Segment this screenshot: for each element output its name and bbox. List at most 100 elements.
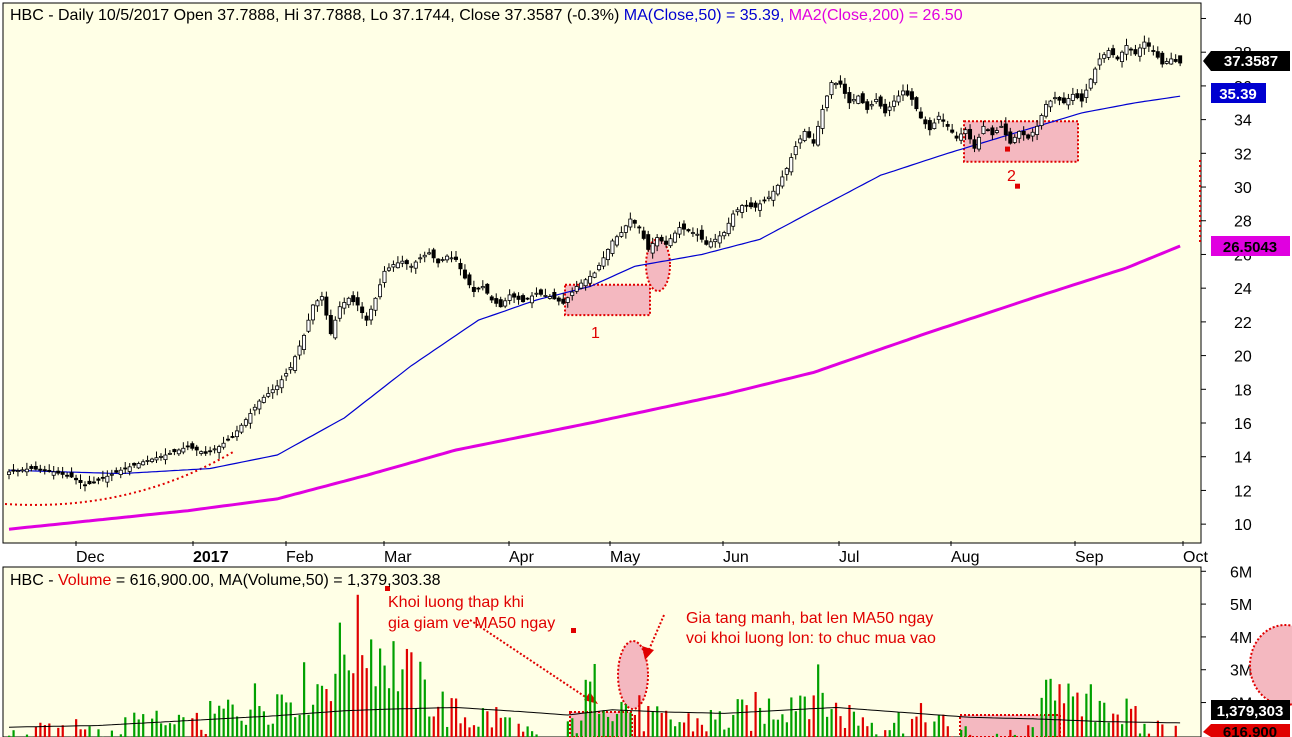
volume-bar [307,714,310,737]
volume-bar [258,706,261,737]
price-tick-label: 28 [1234,214,1252,231]
volume-bar [490,727,493,737]
candle-body [771,190,776,201]
candle-body [883,103,888,114]
volume-bar [151,718,154,737]
x-tick-label: Aug [951,549,979,566]
svg-text:1,379,303: 1,379,303 [1217,703,1284,720]
candle-body [547,296,552,299]
volume-bar [665,710,668,737]
candle-body [123,467,128,470]
candle-body [534,292,539,295]
volume-bar [571,718,574,737]
volume-bar [964,726,967,737]
candle-body [588,275,593,284]
volume-bar [517,723,520,737]
volume-bar [75,719,78,737]
candle-body [1039,115,1044,126]
volume-bar [924,722,927,737]
candle-body [637,226,642,229]
volume-bar [1134,706,1137,737]
volume-bar [754,691,757,737]
volume-bar [758,707,762,737]
volume-bar [1085,693,1088,737]
candle-body [838,80,843,85]
volume-bar [843,727,847,737]
svg-text:37.3587: 37.3587 [1224,53,1278,70]
candle-body [252,406,257,411]
candle-body [610,240,615,254]
volume-bar [177,714,181,737]
volume-bar [1049,678,1052,737]
volume-bar [1174,725,1177,737]
volume-bar [942,714,945,737]
volume-ma-line [8,706,1181,728]
volume-bar [1103,702,1106,737]
volume-bar [826,716,829,737]
candle-body [1115,56,1120,60]
candle-body [963,129,968,134]
candle-body [641,230,646,239]
note-breakout-line1: Gia tang manh, bat len MA50 ngay [686,610,933,627]
candle-body [337,306,342,319]
candle-body [65,474,70,477]
candle-body [1178,55,1183,64]
volume-bar [356,594,359,737]
volume-bar [419,661,422,737]
price-tick-label: 22 [1234,315,1252,332]
volume-bar [410,652,413,737]
candle-body [24,468,29,473]
candle-body [440,259,445,261]
candle-body [324,296,329,316]
volume-tick-label: 3M [1230,663,1252,680]
candle-body [1133,49,1138,55]
candle-body [543,295,548,297]
zone-2-marker [1015,183,1020,189]
volume-bar [61,725,64,737]
close-price-tag: 37.3587 [1203,51,1290,71]
volume-bar [1031,727,1034,737]
x-tick-label: 2017 [193,549,229,566]
volume-bar [718,711,721,737]
volume-bar [88,726,91,737]
volume-bar [267,724,270,737]
volume-bar [173,724,176,737]
volume-bar [629,712,632,737]
candle-body [297,345,302,356]
candle-body [105,475,110,483]
candle-body [1155,51,1160,58]
volume-bar [495,707,498,737]
candle-body [766,196,771,199]
candle-body [744,204,749,207]
chart-title: HBC - Daily 10/5/2017 Open 37.7888, Hi 3… [10,7,963,24]
volume-tick-label: 4M [1230,630,1252,647]
candle-body [467,274,472,286]
volume-bar [522,731,525,737]
candle-body [619,232,624,237]
candle-body [494,298,499,304]
volume-bar [580,720,583,737]
volume-bar [696,718,699,737]
volume-bar [1058,684,1061,737]
candle-body [775,184,780,195]
candle-body [1088,78,1093,89]
candle-body [480,286,485,289]
volume-bar [1147,733,1151,737]
candle-body [462,269,467,279]
candle-body [1017,131,1022,139]
candle-body [1106,50,1111,58]
candle-body [999,125,1004,128]
ma50-line [8,95,1181,475]
volume-bar [34,726,38,737]
candle-body [270,389,275,394]
volume-ma-path [8,706,1181,728]
candle-body [565,297,570,303]
candle-body [1026,134,1031,139]
volume-bar [624,704,628,737]
volume-bar [1089,684,1092,737]
volume-bar [1156,720,1159,737]
volume-bar [455,698,458,737]
volume-bar [48,723,51,737]
candle-body [762,199,767,202]
volume-bar [1143,723,1146,737]
